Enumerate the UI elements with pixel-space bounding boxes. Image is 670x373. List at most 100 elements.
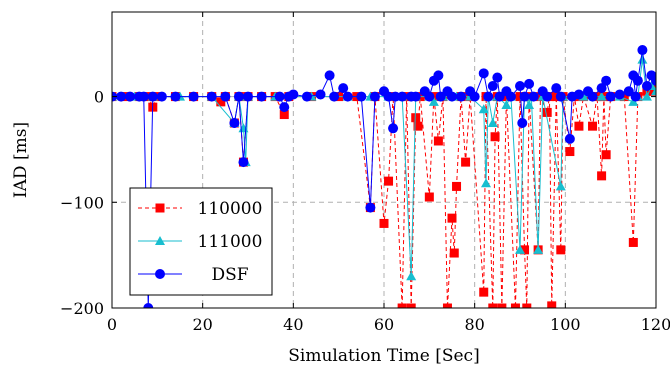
data-point-dsf — [206, 91, 217, 102]
data-point-111000 — [428, 96, 439, 106]
data-point-dsf — [424, 91, 435, 102]
legend-marker-111000 — [155, 236, 165, 245]
data-point-110000 — [452, 181, 462, 191]
data-point-dsf — [587, 91, 598, 102]
legend-label-110000: 110000 — [198, 199, 263, 219]
data-point-110000 — [597, 171, 607, 181]
data-point-dsf — [555, 91, 566, 102]
data-point-110000 — [397, 303, 407, 308]
data-point-110000 — [510, 303, 520, 308]
legend: 110000 111000 DSF — [129, 187, 273, 296]
data-point-dsf — [605, 91, 616, 102]
data-point-110000 — [447, 213, 457, 223]
data-point-110000 — [497, 303, 507, 308]
data-point-111000 — [481, 178, 491, 188]
data-point-dsf — [528, 91, 539, 102]
x-tick-label: 60 — [374, 315, 394, 334]
data-point-dsf — [564, 133, 575, 144]
data-point-111000 — [515, 244, 525, 254]
legend-item-111000: 111000 — [138, 232, 262, 252]
data-point-110000 — [406, 303, 416, 308]
data-point-110000 — [488, 303, 498, 308]
data-point-dsf — [641, 81, 652, 91]
x-tick-label: 100 — [550, 315, 581, 334]
data-point-dsf — [220, 91, 231, 102]
data-point-111000 — [641, 91, 652, 101]
data-point-110000 — [442, 303, 452, 308]
y-tick-label: −100 — [60, 193, 104, 212]
data-point-110000 — [424, 192, 434, 202]
data-point-dsf — [632, 75, 643, 86]
data-point-dsf — [388, 123, 399, 134]
data-point-111000 — [637, 54, 648, 64]
data-point-110000 — [449, 248, 459, 258]
data-point-dsf — [288, 89, 299, 100]
data-point-dsf — [492, 72, 503, 83]
data-point-110000 — [588, 121, 598, 131]
legend-marker-dsf — [155, 269, 165, 279]
data-point-dsf — [116, 91, 127, 102]
data-point-dsf — [315, 89, 326, 100]
data-point-dsf — [551, 83, 562, 94]
data-point-111000 — [628, 96, 639, 106]
data-point-dsf — [433, 70, 444, 81]
data-point-dsf — [478, 68, 489, 79]
data-point-110000 — [384, 176, 394, 186]
data-point-110000 — [379, 218, 389, 228]
series-group — [112, 45, 656, 308]
legend-label-dsf: DSF — [211, 265, 248, 285]
data-point-111000 — [533, 244, 544, 254]
legend-item-dsf: DSF — [138, 265, 249, 285]
data-point-110000 — [479, 287, 489, 297]
data-point-dsf — [329, 91, 340, 102]
data-point-dsf — [573, 89, 584, 100]
legend-label-111000: 111000 — [198, 232, 263, 252]
data-point-110000 — [642, 86, 652, 96]
data-point-dsf — [456, 91, 467, 102]
data-point-dsf — [256, 91, 267, 102]
data-point-dsf — [637, 45, 648, 56]
data-point-dsf — [279, 102, 290, 113]
data-point-dsf — [623, 86, 634, 97]
data-point-dsf — [515, 81, 525, 91]
data-point-dsf — [596, 83, 607, 94]
data-point-110000 — [433, 136, 443, 146]
data-point-110000 — [619, 92, 629, 102]
data-point-dsf — [542, 91, 553, 102]
data-point-dsf — [274, 91, 285, 102]
data-point-111000 — [478, 104, 489, 114]
x-tick-label: 40 — [283, 315, 303, 334]
data-point-111000 — [596, 91, 607, 101]
data-point-dsf — [170, 91, 181, 102]
data-point-dsf — [342, 91, 353, 102]
data-point-dsf — [324, 70, 335, 81]
data-point-dsf — [147, 91, 158, 102]
data-point-110000 — [216, 97, 226, 107]
data-point-dsf — [365, 202, 376, 213]
data-point-111000 — [555, 181, 566, 191]
x-tick-label: 0 — [107, 315, 117, 334]
series-dsf — [112, 45, 656, 308]
data-point-dsf — [517, 118, 528, 128]
data-point-dsf — [524, 78, 535, 89]
data-point-110000 — [547, 301, 557, 308]
data-point-dsf — [614, 89, 625, 100]
y-tick-label: −200 — [60, 299, 104, 318]
data-point-dsf — [369, 91, 380, 102]
data-point-dsf — [651, 75, 656, 86]
data-point-110000 — [520, 245, 530, 255]
data-point-dsf — [435, 91, 446, 102]
data-point-110000 — [601, 150, 611, 160]
data-point-dsf — [447, 91, 457, 102]
data-point-111000 — [487, 118, 498, 127]
data-point-dsf — [125, 91, 136, 102]
legend-item-110000: 110000 — [138, 199, 262, 219]
data-point-111000 — [651, 86, 656, 96]
data-point-dsf — [156, 91, 167, 102]
data-point-dsf — [494, 91, 505, 102]
x-tick-label: 80 — [464, 315, 484, 334]
data-point-111000 — [406, 271, 417, 281]
data-point-dsf — [338, 83, 349, 94]
